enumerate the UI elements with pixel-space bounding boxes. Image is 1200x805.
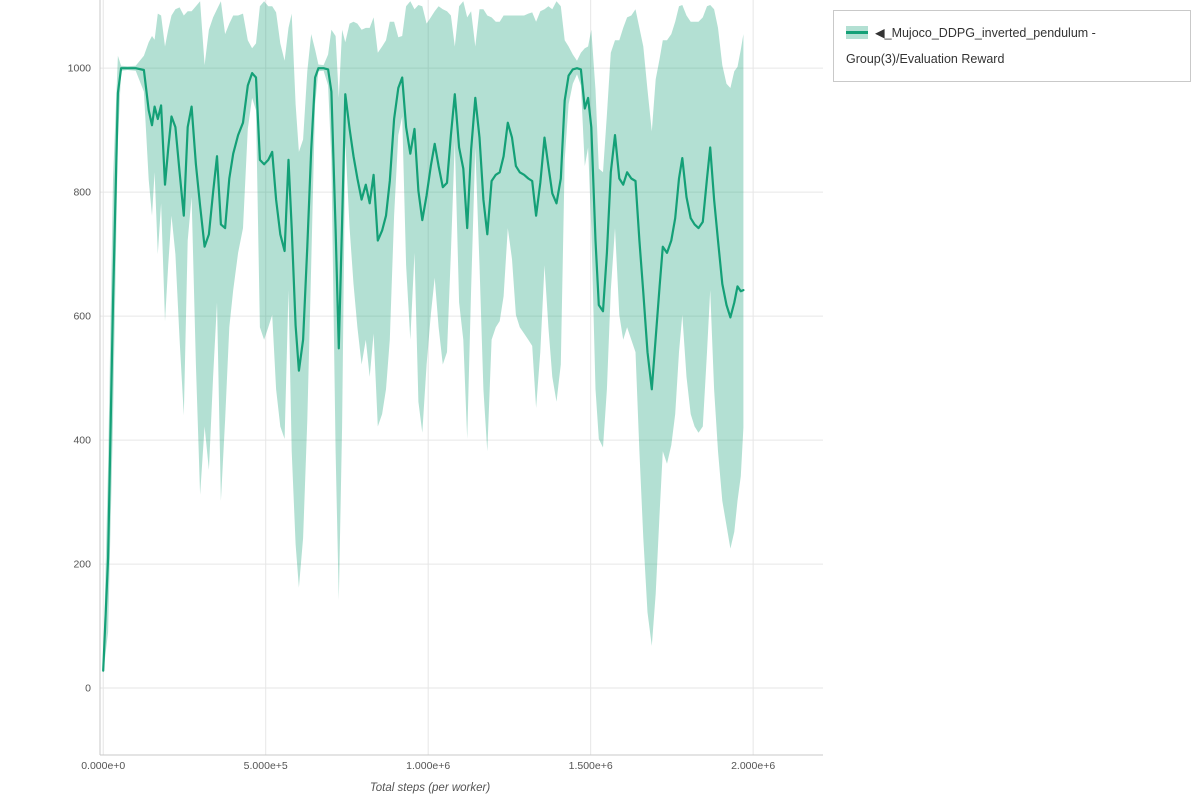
axis-spines (99, 0, 823, 756)
x-tick-label: 0.000e+0 (81, 760, 125, 772)
x-tick-label: 5.000e+5 (244, 760, 288, 772)
grid-lines (100, 0, 823, 755)
legend-item-label: ◀_Mujoco_DDPG_inverted_pendulum - Group(… (846, 26, 1096, 66)
x-axis-title: Total steps (per worker) (370, 782, 491, 794)
y-tick-label: 600 (73, 311, 91, 323)
tick-labels: 0 200 400 600 800 1000 0.000e+0 5.000e+5 1.000e+… (68, 63, 776, 772)
series-color-swatch-icon (846, 26, 868, 39)
y-tick-label: 400 (73, 435, 91, 447)
series-uncertainty-band (103, 1, 744, 674)
legend: ◀_Mujoco_DDPG_inverted_pendulum - Group(… (833, 10, 1191, 82)
x-tick-label: 1.500e+6 (569, 760, 613, 772)
legend-item[interactable]: ◀_Mujoco_DDPG_inverted_pendulum - Group(… (846, 20, 1178, 72)
x-tick-label: 2.000e+6 (731, 760, 775, 772)
series-line-icon (846, 31, 868, 34)
x-tick-label: 1.000e+6 (406, 760, 450, 772)
series-mean-line (102, 67, 745, 672)
y-tick-label: 1000 (68, 63, 92, 75)
y-tick-label: 0 (85, 683, 91, 695)
y-tick-label: 200 (73, 559, 91, 571)
series-layer (102, 1, 745, 674)
y-tick-label: 800 (73, 187, 91, 199)
